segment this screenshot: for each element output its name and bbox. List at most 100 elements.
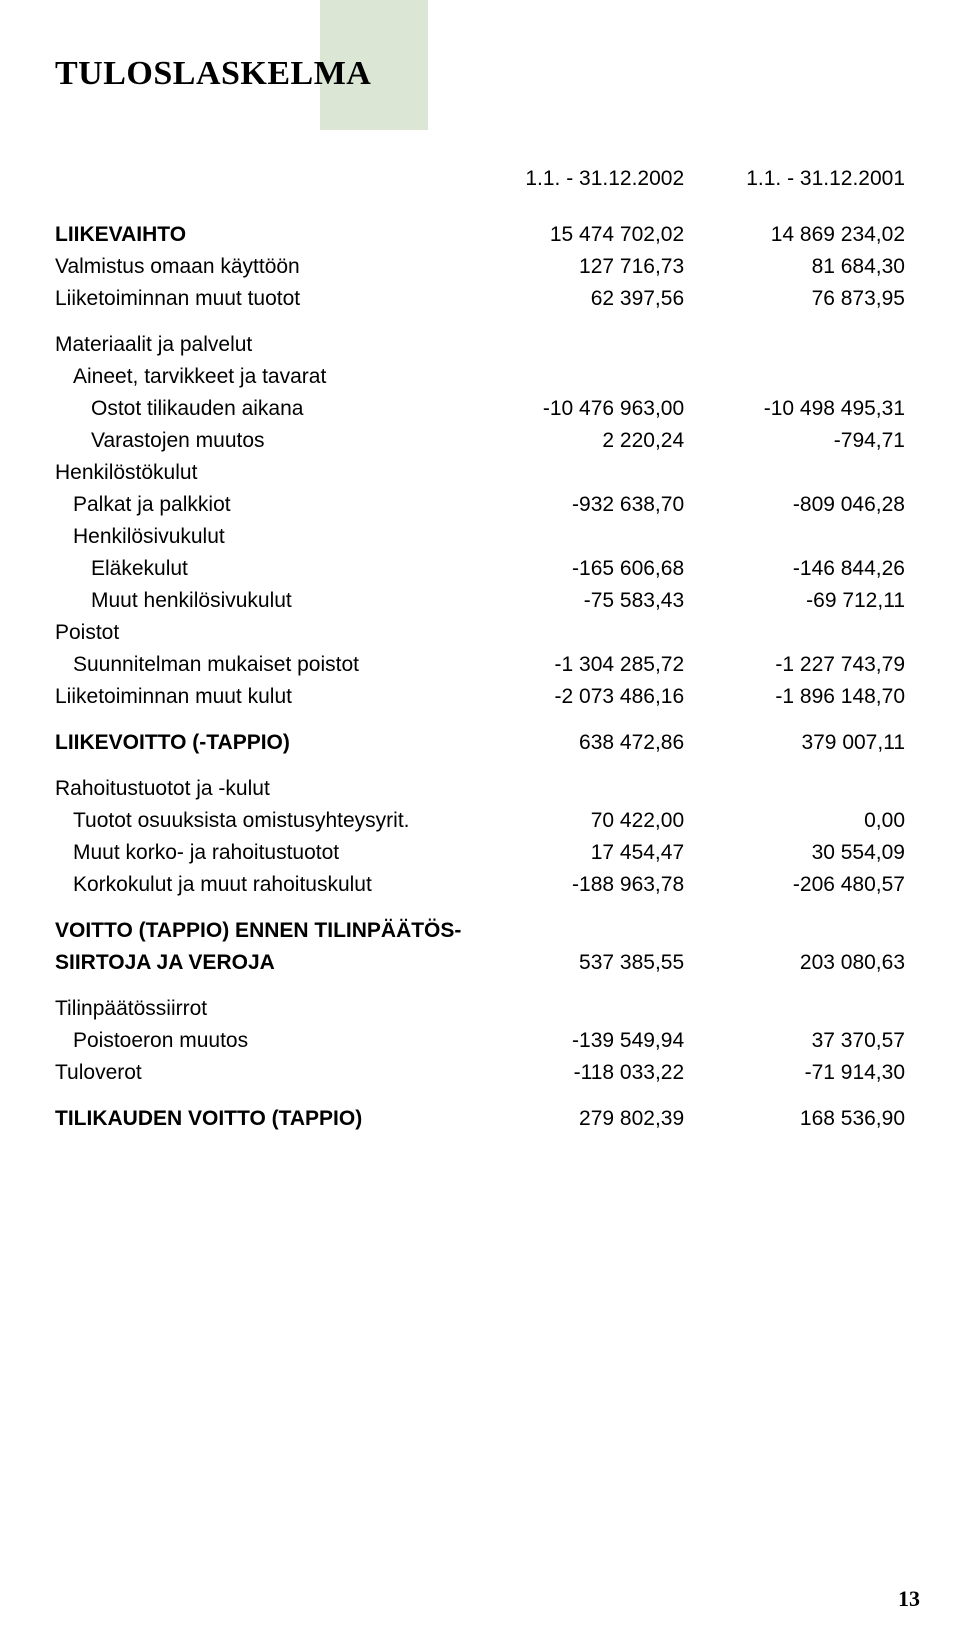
empty-cell bbox=[463, 901, 684, 947]
v1-korkokulut: -188 963,78 bbox=[463, 869, 684, 901]
empty-cell bbox=[684, 457, 905, 489]
label-tilinpaatos-h: Tilinpäätössiirrot bbox=[55, 979, 463, 1025]
v1-liikevaihto: 15 474 702,02 bbox=[463, 195, 684, 251]
v2-palkat: -809 046,28 bbox=[684, 489, 905, 521]
v1-elakekulut: -165 606,68 bbox=[463, 553, 684, 585]
row-poistot-h: Poistot bbox=[55, 617, 905, 649]
v2-elakekulut: -146 844,26 bbox=[684, 553, 905, 585]
label-korkokulut: Korkokulut ja muut rahoituskulut bbox=[55, 869, 463, 901]
v1-valmistus: 127 716,73 bbox=[463, 251, 684, 283]
empty-cell bbox=[463, 457, 684, 489]
label-liikevaihto: LIIKEVAIHTO bbox=[55, 195, 463, 251]
empty-cell bbox=[684, 979, 905, 1025]
v1-tuotot-osuuk: 70 422,00 bbox=[463, 805, 684, 837]
v2-muut-tuotot: 76 873,95 bbox=[684, 283, 905, 315]
label-suunnitelman: Suunnitelman mukaiset poistot bbox=[55, 649, 463, 681]
label-elakekulut: Eläkekulut bbox=[55, 553, 463, 585]
label-varastojen: Varastojen muutos bbox=[55, 425, 463, 457]
v2-liikevaihto: 14 869 234,02 bbox=[684, 195, 905, 251]
v2-varastojen: -794,71 bbox=[684, 425, 905, 457]
v1-suunnitelman: -1 304 285,72 bbox=[463, 649, 684, 681]
label-tilikauden: TILIKAUDEN VOITTO (TAPPIO) bbox=[55, 1089, 463, 1135]
row-rahoitus-h: Rahoitustuotot ja -kulut bbox=[55, 759, 905, 805]
v2-liikevoitto: 379 007,11 bbox=[684, 713, 905, 759]
empty-cell bbox=[684, 361, 905, 393]
v2-poistoeron: 37 370,57 bbox=[684, 1025, 905, 1057]
label-voitto-ennen-1: VOITTO (TAPPIO) ENNEN TILINPÄÄTÖS- bbox=[55, 901, 463, 947]
v2-muut-korko: 30 554,09 bbox=[684, 837, 905, 869]
label-valmistus: Valmistus omaan käyttöön bbox=[55, 251, 463, 283]
empty-cell bbox=[463, 759, 684, 805]
v1-muut-kulut: -2 073 486,16 bbox=[463, 681, 684, 713]
label-sivukulut-h: Henkilösivukulut bbox=[55, 521, 463, 553]
label-liikevoitto: LIIKEVOITTO (-TAPPIO) bbox=[55, 713, 463, 759]
row-tilikauden: TILIKAUDEN VOITTO (TAPPIO) 279 802,39 16… bbox=[55, 1089, 905, 1135]
v1-varastojen: 2 220,24 bbox=[463, 425, 684, 457]
row-korkokulut: Korkokulut ja muut rahoituskulut -188 96… bbox=[55, 869, 905, 901]
v2-tuloverot: -71 914,30 bbox=[684, 1057, 905, 1089]
row-sivukulut-h: Henkilösivukulut bbox=[55, 521, 905, 553]
v1-voitto-ennen: 537 385,55 bbox=[463, 947, 684, 979]
row-tuotot-osuuk: Tuotot osuuksista omistusyhteysyrit. 70 … bbox=[55, 805, 905, 837]
empty-cell bbox=[463, 521, 684, 553]
v2-muut-kulut: -1 896 148,70 bbox=[684, 681, 905, 713]
label-muut-korko: Muut korko- ja rahoitustuotot bbox=[55, 837, 463, 869]
empty-cell bbox=[55, 163, 463, 195]
row-muut-korko: Muut korko- ja rahoitustuotot 17 454,47 … bbox=[55, 837, 905, 869]
label-muut-tuotot: Liiketoiminnan muut tuotot bbox=[55, 283, 463, 315]
label-tuloverot: Tuloverot bbox=[55, 1057, 463, 1089]
row-muut-sivu: Muut henkilösivukulut -75 583,43 -69 712… bbox=[55, 585, 905, 617]
page-number: 13 bbox=[898, 1586, 920, 1612]
row-varastojen: Varastojen muutos 2 220,24 -794,71 bbox=[55, 425, 905, 457]
label-materialit: Materiaalit ja palvelut bbox=[55, 315, 463, 361]
v2-tuotot-osuuk: 0,00 bbox=[684, 805, 905, 837]
label-voitto-ennen-2: SIIRTOJA JA VEROJA bbox=[55, 947, 463, 979]
v2-korkokulut: -206 480,57 bbox=[684, 869, 905, 901]
v2-tilikauden: 168 536,90 bbox=[684, 1089, 905, 1135]
period-1-header: 1.1. - 31.12.2002 bbox=[463, 163, 684, 195]
v1-tilikauden: 279 802,39 bbox=[463, 1089, 684, 1135]
income-statement-table: 1.1. - 31.12.2002 1.1. - 31.12.2001 LIIK… bbox=[55, 163, 905, 1135]
empty-cell bbox=[463, 315, 684, 361]
v1-palkat: -932 638,70 bbox=[463, 489, 684, 521]
row-tilinpaatos-h: Tilinpäätössiirrot bbox=[55, 979, 905, 1025]
v2-muut-sivu: -69 712,11 bbox=[684, 585, 905, 617]
period-2-header: 1.1. - 31.12.2001 bbox=[684, 163, 905, 195]
v1-muut-korko: 17 454,47 bbox=[463, 837, 684, 869]
v2-voitto-ennen: 203 080,63 bbox=[684, 947, 905, 979]
row-suunnitelman: Suunnitelman mukaiset poistot -1 304 285… bbox=[55, 649, 905, 681]
row-materialit: Materiaalit ja palvelut bbox=[55, 315, 905, 361]
v1-tuloverot: -118 033,22 bbox=[463, 1057, 684, 1089]
v2-ostot: -10 498 495,31 bbox=[684, 393, 905, 425]
empty-cell bbox=[684, 521, 905, 553]
v2-suunnitelman: -1 227 743,79 bbox=[684, 649, 905, 681]
header-row: 1.1. - 31.12.2002 1.1. - 31.12.2001 bbox=[55, 163, 905, 195]
v1-liikevoitto: 638 472,86 bbox=[463, 713, 684, 759]
label-muut-sivu: Muut henkilösivukulut bbox=[55, 585, 463, 617]
row-muut-kulut: Liiketoiminnan muut kulut -2 073 486,16 … bbox=[55, 681, 905, 713]
v1-ostot: -10 476 963,00 bbox=[463, 393, 684, 425]
empty-cell bbox=[684, 617, 905, 649]
empty-cell bbox=[684, 759, 905, 805]
label-poistot-h: Poistot bbox=[55, 617, 463, 649]
row-elakekulut: Eläkekulut -165 606,68 -146 844,26 bbox=[55, 553, 905, 585]
row-palkat: Palkat ja palkkiot -932 638,70 -809 046,… bbox=[55, 489, 905, 521]
label-ostot: Ostot tilikauden aikana bbox=[55, 393, 463, 425]
row-poistoeron: Poistoeron muutos -139 549,94 37 370,57 bbox=[55, 1025, 905, 1057]
label-muut-kulut: Liiketoiminnan muut kulut bbox=[55, 681, 463, 713]
v2-valmistus: 81 684,30 bbox=[684, 251, 905, 283]
v1-poistoeron: -139 549,94 bbox=[463, 1025, 684, 1057]
label-palkat: Palkat ja palkkiot bbox=[55, 489, 463, 521]
row-voitto-ennen-1: VOITTO (TAPPIO) ENNEN TILINPÄÄTÖS- bbox=[55, 901, 905, 947]
row-liikevaihto: LIIKEVAIHTO 15 474 702,02 14 869 234,02 bbox=[55, 195, 905, 251]
label-aineet: Aineet, tarvikkeet ja tavarat bbox=[55, 361, 463, 393]
row-tuloverot: Tuloverot -118 033,22 -71 914,30 bbox=[55, 1057, 905, 1089]
page-title: TULOSLASKELMA bbox=[55, 55, 905, 93]
label-tuotot-osuuk: Tuotot osuuksista omistusyhteysyrit. bbox=[55, 805, 463, 837]
label-henkilosto: Henkilöstökulut bbox=[55, 457, 463, 489]
label-rahoitus-h: Rahoitustuotot ja -kulut bbox=[55, 759, 463, 805]
label-poistoeron: Poistoeron muutos bbox=[55, 1025, 463, 1057]
empty-cell bbox=[684, 315, 905, 361]
row-liikevoitto: LIIKEVOITTO (-TAPPIO) 638 472,86 379 007… bbox=[55, 713, 905, 759]
page-container: TULOSLASKELMA 1.1. - 31.12.2002 1.1. - 3… bbox=[0, 0, 960, 1637]
